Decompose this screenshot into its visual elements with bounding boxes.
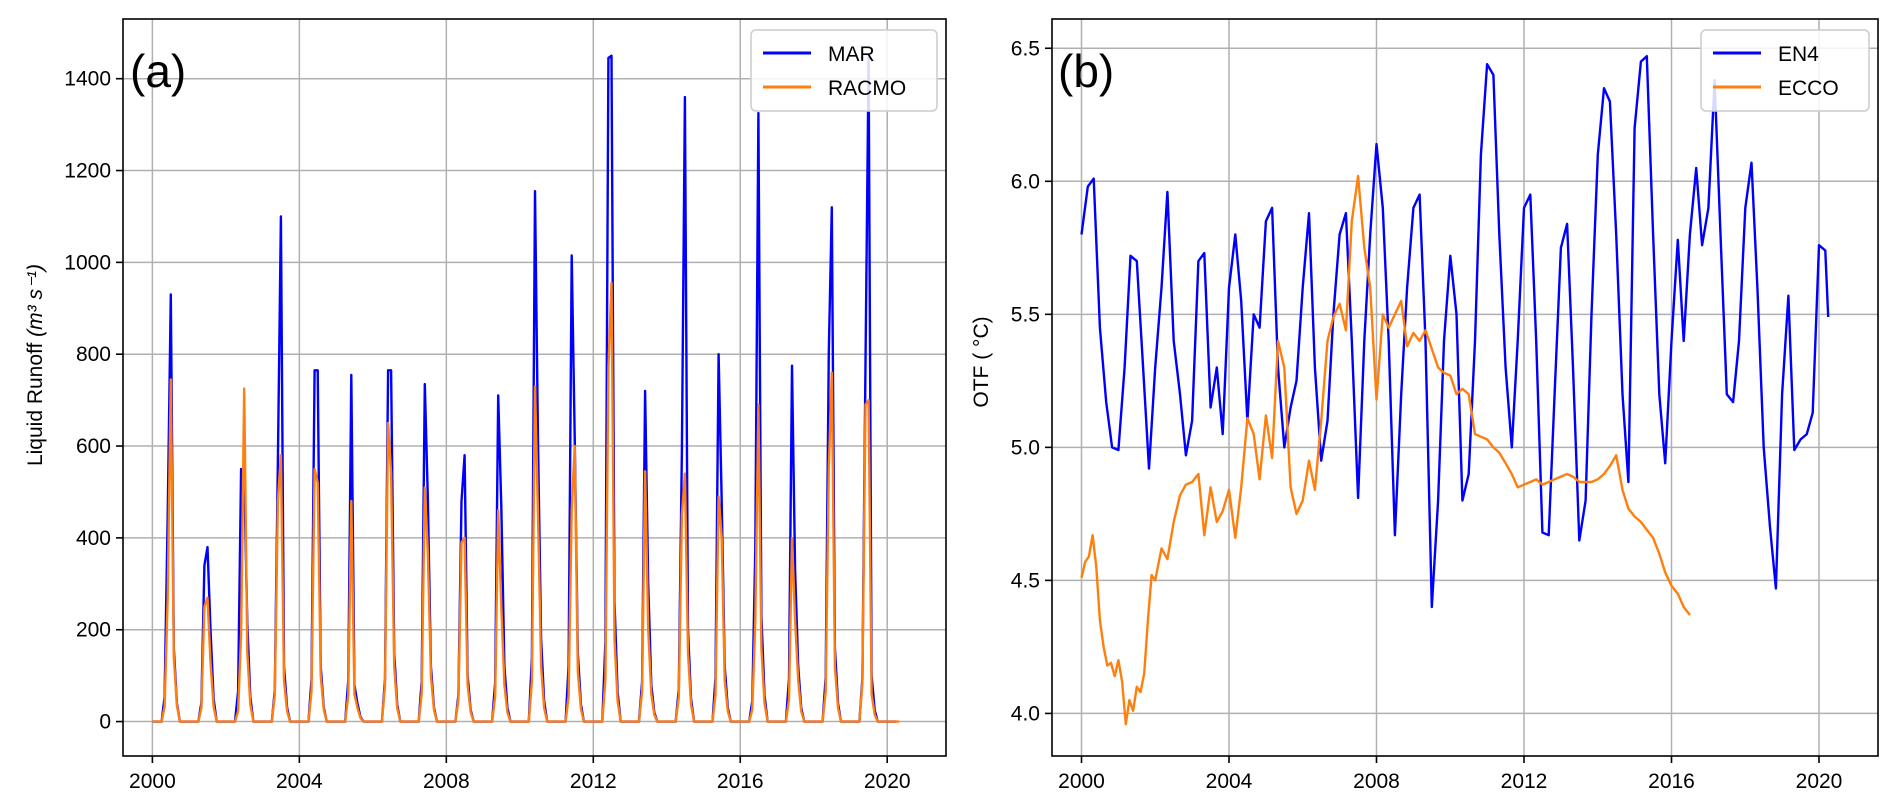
panel-b-xtick-label: 2008: [1353, 770, 1400, 793]
panel-b-grid: [1052, 19, 1878, 756]
panel-b-xtick-label: 2004: [1206, 770, 1253, 793]
panel-b-ytick-label: 6.5: [1011, 37, 1040, 60]
panel-a-ytick-label: 1400: [64, 68, 111, 91]
panel-b-legend: EN4 ECCO: [1700, 29, 1870, 112]
panel-b-legend-box: [1700, 29, 1870, 112]
panel-b-xtick-label: 2000: [1058, 770, 1105, 793]
panel-b-ylabel: OTF ( °C): [970, 316, 993, 407]
panel-a-ylabel: Liquid Runoff (m³ s⁻¹): [24, 264, 47, 466]
panel-a-xtick-label: 2020: [864, 770, 911, 793]
panel-b-ytick-label: 6.0: [1011, 170, 1040, 193]
panel-a-label: (a): [130, 45, 186, 97]
panel-a-ytick-label: 600: [76, 435, 111, 458]
panel-b-ylabel-text: OTF: [970, 366, 993, 408]
panel-b-xtick-label: 2012: [1501, 770, 1548, 793]
panel-a-ytick-label: 400: [76, 527, 111, 550]
panel-a-ytick-label: 0: [99, 711, 111, 734]
panel-b-label: (b): [1058, 45, 1114, 97]
panel-b-ylabel-unit: ( °C): [970, 316, 993, 359]
panel-a-ytick-label: 200: [76, 619, 111, 642]
panel-b-ticks: 2000 2004 2008 2012 2016 2020 4.0 4.5 5.0 5.5 6.0 6…: [1011, 37, 1843, 793]
panel-a-ylabel-unit: (m³ s⁻¹): [24, 264, 47, 337]
panel-a-ylabel-text: Liquid Runoff: [24, 343, 47, 467]
panel-a-xtick-label: 2000: [129, 770, 176, 793]
panel-a-series-racmo-line: [152, 281, 900, 723]
panel-a-xtick-label: 2008: [423, 770, 470, 793]
panel-b-xtick-label: 2020: [1796, 770, 1843, 793]
panel-a-ytick-label: 1000: [64, 251, 111, 274]
panel-a: 2000 2004 2008 2012 2016 2020 0 200 400 600 800 100…: [24, 18, 947, 793]
panel-b-ytick-label: 4.5: [1011, 569, 1040, 592]
panel-a-legend: MAR RACMO: [750, 29, 938, 112]
panel-a-ytick-label: 1200: [64, 160, 111, 183]
legend-ecco-label: ECCO: [1778, 77, 1839, 100]
panel-a-axes-frame: [122, 18, 947, 757]
panel-b-ytick-label: 5.5: [1011, 303, 1040, 326]
panel-b-xtick-label: 2016: [1648, 770, 1695, 793]
panel-b-series: [1080, 55, 1830, 726]
panel-a-xtick-label: 2004: [276, 770, 323, 793]
panel-b: 2000 2004 2008 2012 2016 2020 4.0 4.5 5.0 5.5 6.0 6…: [970, 18, 1879, 793]
panel-a-series: [152, 54, 900, 723]
legend-racmo-label: RACMO: [828, 77, 906, 100]
legend-mar-label: MAR: [828, 43, 875, 66]
panel-a-ytick-label: 800: [76, 343, 111, 366]
panel-b-ytick-label: 4.0: [1011, 702, 1040, 725]
panel-b-ytick-label: 5.0: [1011, 436, 1040, 459]
panel-a-ticks: 2000 2004 2008 2012 2016 2020 0 200 400 600 800 100…: [64, 68, 910, 793]
panel-b-axes-frame: [1051, 18, 1879, 757]
panel-a-legend-box: [750, 29, 938, 112]
panel-b-series-ecco-line: [1080, 174, 1691, 726]
panel-a-xtick-label: 2016: [717, 770, 764, 793]
panel-b-series-en4-line: [1080, 55, 1830, 609]
panel-a-xtick-label: 2012: [570, 770, 617, 793]
legend-en4-label: EN4: [1778, 43, 1819, 66]
panel-a-series-mar-line: [152, 54, 897, 723]
panel-a-ylabel-group: Liquid Runoff (m³ s⁻¹): [24, 264, 47, 466]
panel-b-ylabel-group: OTF ( °C): [970, 316, 993, 407]
